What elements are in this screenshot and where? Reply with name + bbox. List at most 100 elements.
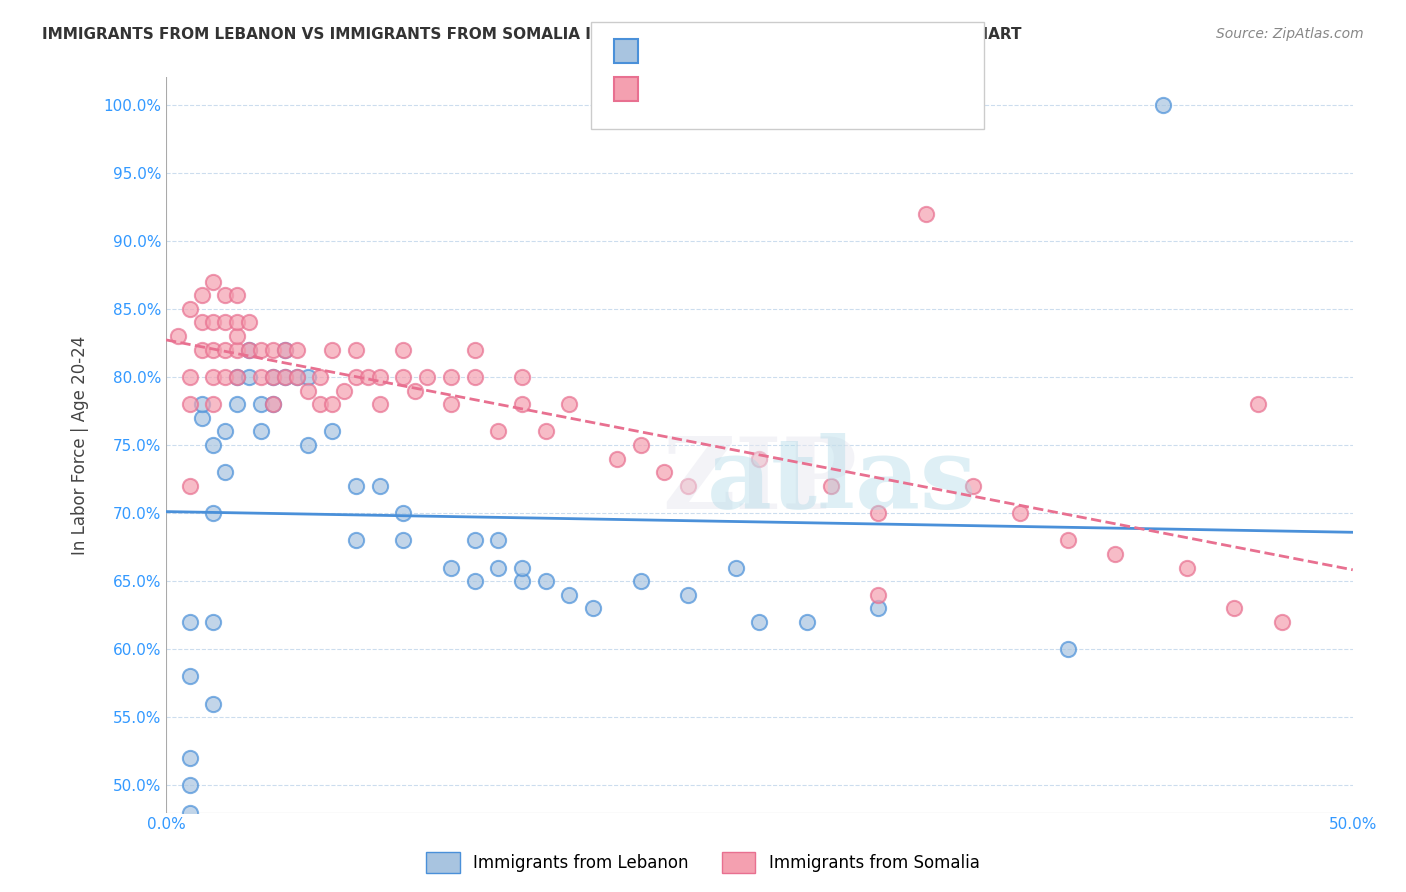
Point <box>190 316 212 330</box>
Point <box>285 370 308 384</box>
Point <box>202 615 225 629</box>
Point <box>464 533 486 548</box>
Point <box>190 288 212 302</box>
Point <box>464 343 486 357</box>
Point <box>214 343 236 357</box>
Point <box>214 465 236 479</box>
Point <box>962 479 984 493</box>
Point <box>440 560 463 574</box>
Point <box>250 343 273 357</box>
Point <box>202 506 225 520</box>
Point <box>392 506 415 520</box>
Point <box>558 588 581 602</box>
Legend: Immigrants from Lebanon, Immigrants from Somalia: Immigrants from Lebanon, Immigrants from… <box>420 846 986 880</box>
Point <box>250 370 273 384</box>
Point <box>202 343 225 357</box>
Point <box>262 397 284 411</box>
Point <box>179 669 201 683</box>
Point <box>510 370 533 384</box>
Point <box>273 370 295 384</box>
Text: R =  0.236  N = 50: R = 0.236 N = 50 <box>647 49 831 67</box>
Point <box>238 343 260 357</box>
Point <box>1152 97 1174 112</box>
Point <box>238 316 260 330</box>
Point <box>606 451 628 466</box>
Point <box>273 343 295 357</box>
Point <box>202 438 225 452</box>
Point <box>868 588 890 602</box>
Point <box>202 316 225 330</box>
Point <box>1247 397 1270 411</box>
Text: IMMIGRANTS FROM LEBANON VS IMMIGRANTS FROM SOMALIA IN LABOR FORCE | AGE 20-24 CO: IMMIGRANTS FROM LEBANON VS IMMIGRANTS FR… <box>42 27 1022 43</box>
Point <box>309 370 332 384</box>
Point <box>368 479 391 493</box>
Y-axis label: In Labor Force | Age 20-24: In Labor Force | Age 20-24 <box>72 335 89 555</box>
Point <box>630 438 652 452</box>
Point <box>1057 533 1080 548</box>
Point <box>297 438 319 452</box>
Point <box>262 370 284 384</box>
Point <box>179 370 201 384</box>
Point <box>534 425 557 439</box>
Point <box>285 343 308 357</box>
Point <box>796 615 818 629</box>
Point <box>214 316 236 330</box>
Point <box>297 384 319 398</box>
Point <box>190 397 212 411</box>
Point <box>368 397 391 411</box>
Point <box>464 574 486 588</box>
Point <box>1223 601 1246 615</box>
Point <box>321 425 343 439</box>
Point <box>724 560 747 574</box>
Point <box>238 370 260 384</box>
Point <box>404 384 426 398</box>
Point <box>464 370 486 384</box>
Point <box>226 343 249 357</box>
Point <box>748 615 770 629</box>
Point <box>534 574 557 588</box>
Point <box>238 343 260 357</box>
Point <box>748 451 770 466</box>
Point <box>226 316 249 330</box>
Point <box>226 288 249 302</box>
Point <box>190 410 212 425</box>
Point <box>1104 547 1126 561</box>
Point <box>392 370 415 384</box>
Point <box>630 574 652 588</box>
Point <box>510 397 533 411</box>
Point <box>179 397 201 411</box>
Point <box>333 384 356 398</box>
Point <box>440 397 463 411</box>
Point <box>285 370 308 384</box>
Point <box>297 370 319 384</box>
Point <box>179 751 201 765</box>
Point <box>416 370 439 384</box>
Point <box>250 425 273 439</box>
Point <box>368 370 391 384</box>
Point <box>676 479 699 493</box>
Point <box>820 479 842 493</box>
Point <box>510 574 533 588</box>
Point <box>226 370 249 384</box>
Point <box>262 370 284 384</box>
Point <box>190 343 212 357</box>
Point <box>273 343 295 357</box>
Point <box>344 479 367 493</box>
Point <box>214 288 236 302</box>
Point <box>654 465 676 479</box>
Point <box>344 343 367 357</box>
Point <box>914 206 936 220</box>
Point <box>179 479 201 493</box>
Point <box>344 533 367 548</box>
Point <box>309 397 332 411</box>
Point <box>344 370 367 384</box>
Point <box>321 397 343 411</box>
Point <box>1010 506 1032 520</box>
Point <box>262 343 284 357</box>
Point <box>179 805 201 820</box>
Point <box>250 397 273 411</box>
Point <box>321 343 343 357</box>
Text: R = -0.082  N = 74: R = -0.082 N = 74 <box>647 85 832 103</box>
Point <box>226 329 249 343</box>
Point <box>582 601 605 615</box>
